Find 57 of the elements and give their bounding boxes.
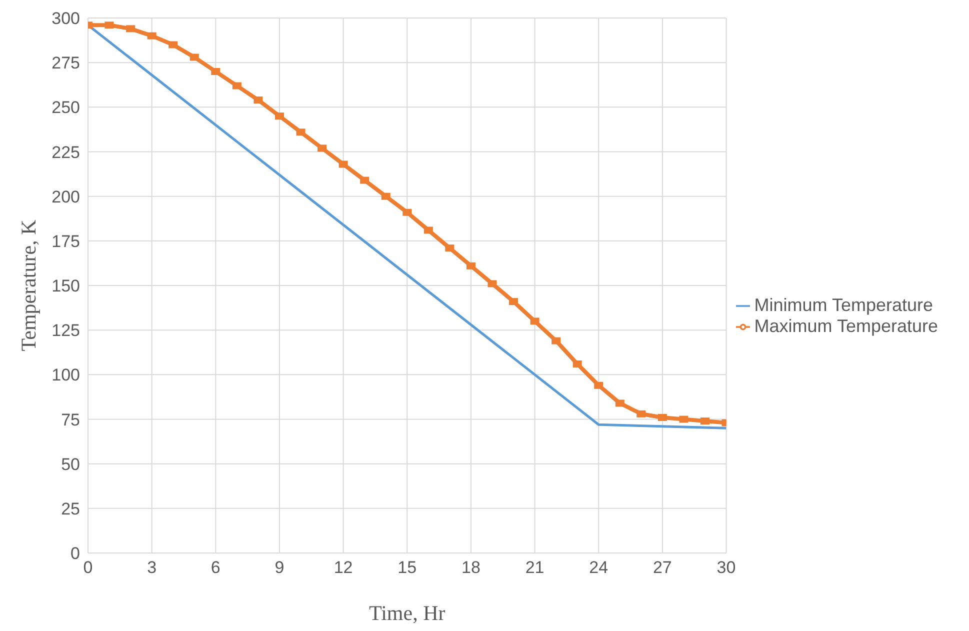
point xyxy=(488,280,497,288)
point xyxy=(636,410,646,418)
y-tick-label: 300 xyxy=(52,9,80,28)
x-tick-label: 30 xyxy=(716,558,736,578)
point xyxy=(254,96,263,104)
point xyxy=(104,22,114,29)
y-axis-title: Temperature, K xyxy=(16,220,40,352)
point xyxy=(552,337,561,344)
x-axis-title: Time, Hr xyxy=(369,600,446,625)
point xyxy=(318,144,327,152)
y-tick-label: 275 xyxy=(52,54,80,73)
y-tick-label: 175 xyxy=(52,232,80,251)
x-tick-label: 27 xyxy=(652,558,672,578)
x-tick-label: 6 xyxy=(210,558,220,578)
point xyxy=(530,318,540,325)
x-tick-label: 21 xyxy=(525,558,544,578)
point xyxy=(594,382,604,389)
y-tick-label: 75 xyxy=(61,410,80,430)
point xyxy=(509,298,518,306)
point xyxy=(147,32,156,40)
point xyxy=(168,41,178,48)
point xyxy=(424,226,433,234)
point xyxy=(445,244,454,252)
x-tick-label: 9 xyxy=(274,558,284,578)
point xyxy=(572,360,582,368)
point xyxy=(211,68,220,75)
point xyxy=(360,176,370,184)
point xyxy=(381,192,390,200)
legend-label: Minimum Temperature xyxy=(754,294,933,314)
y-tick-label: 225 xyxy=(52,142,80,162)
y-tick-label: 0 xyxy=(70,544,80,564)
y-tick-label: 150 xyxy=(52,276,80,296)
point xyxy=(274,112,284,120)
point xyxy=(658,414,667,421)
y-tick-label: 200 xyxy=(52,187,80,206)
x-tick-label: 3 xyxy=(147,558,157,578)
point xyxy=(402,208,412,216)
legend-label: Maximum Temperature xyxy=(754,316,938,336)
point xyxy=(615,400,624,407)
x-tick-label: 15 xyxy=(398,558,417,578)
point xyxy=(126,25,136,32)
point xyxy=(190,54,199,61)
x-tick-label: 0 xyxy=(83,558,93,578)
point xyxy=(679,416,688,423)
y-tick-label: 25 xyxy=(61,499,80,518)
point xyxy=(232,82,242,90)
x-tick-label: 24 xyxy=(589,558,608,578)
point xyxy=(466,262,476,270)
point xyxy=(700,418,710,425)
x-tick-label: 18 xyxy=(462,558,480,578)
x-tick-label: 12 xyxy=(334,558,353,578)
y-tick-label: 100 xyxy=(52,366,80,385)
point xyxy=(338,160,348,168)
y-tick-label: 250 xyxy=(52,98,80,118)
y-tick-label: 125 xyxy=(52,321,80,340)
point xyxy=(296,128,306,136)
y-tick-label: 50 xyxy=(61,454,80,474)
